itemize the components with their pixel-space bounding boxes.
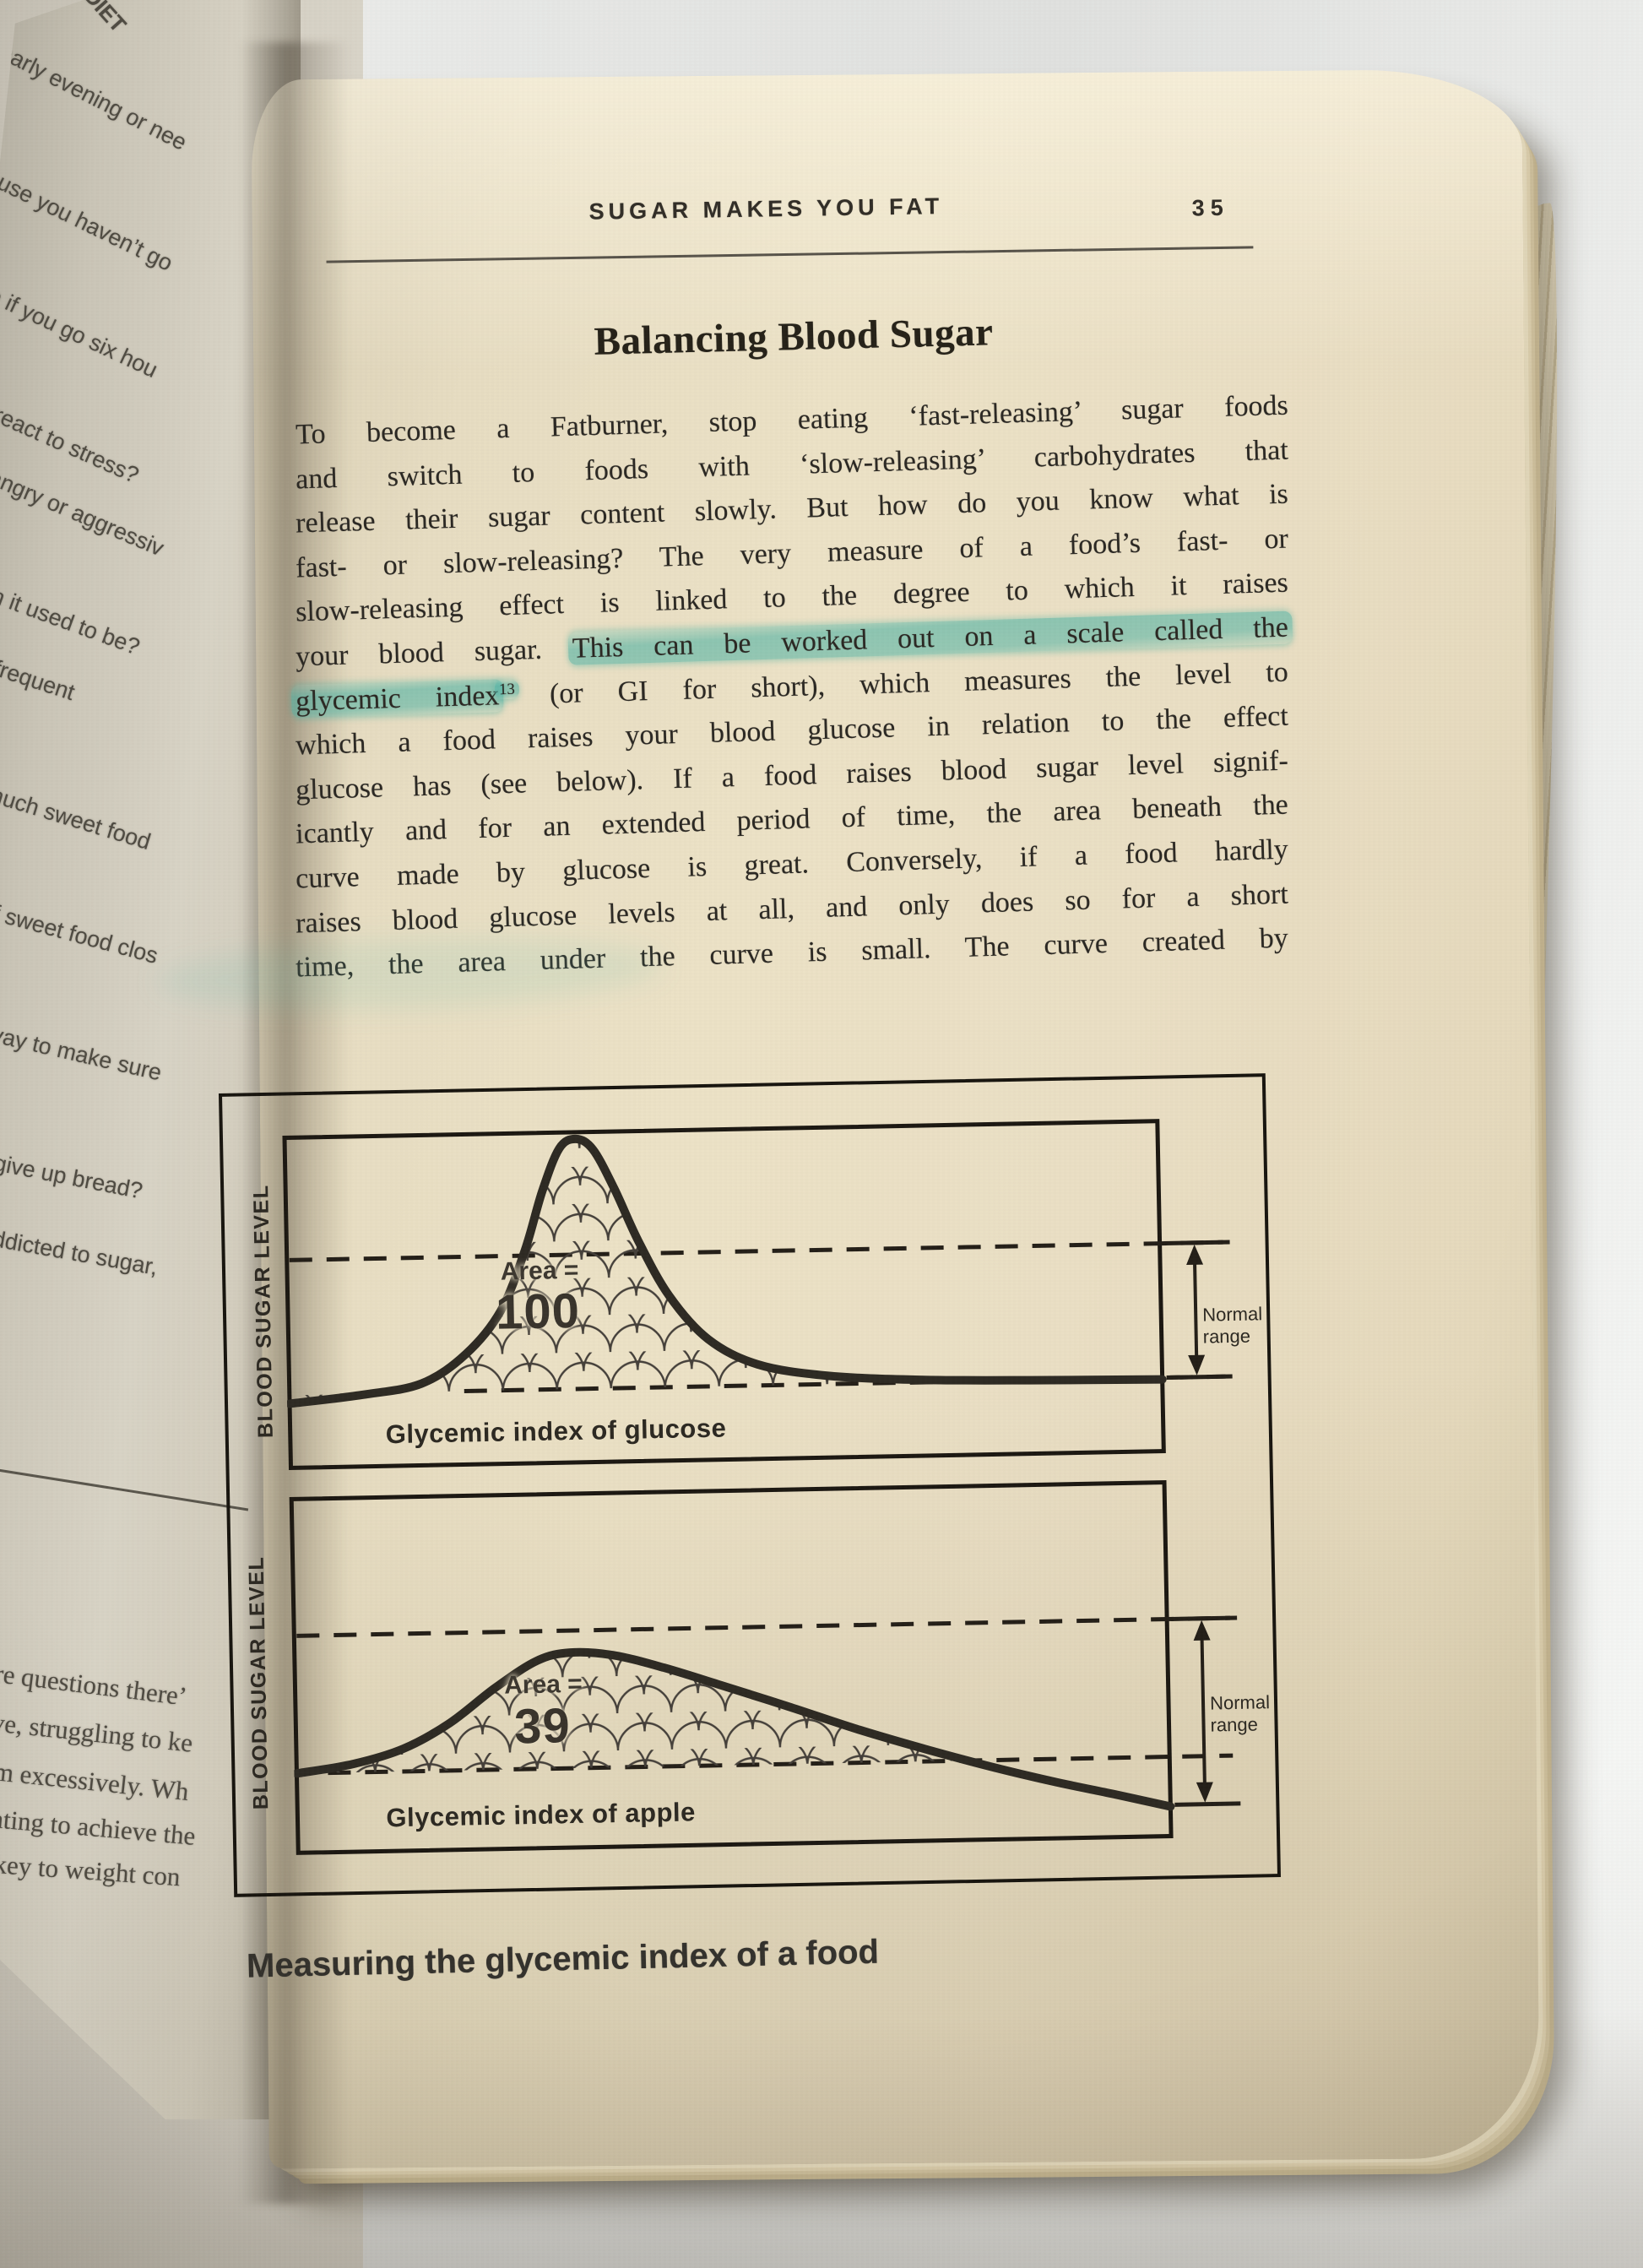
apple-area-fill	[296, 1652, 970, 1774]
highlighted-text: glycemic index	[290, 678, 504, 719]
glucose-chart-frame	[282, 1119, 1166, 1470]
body-text: your blood sugar.	[295, 632, 573, 673]
left-page-corner-label: DIET	[79, 0, 132, 38]
left-page-fragment: vay to make sure	[0, 1022, 165, 1086]
left-page-fragment: early evening or nee	[0, 39, 192, 155]
left-page-fragment: re questions there’	[0, 1658, 189, 1712]
body-paragraph: To become a Fatburner, stop eating ‘fast…	[290, 390, 1293, 984]
apple-chart	[289, 1480, 1241, 1855]
left-page-fragment: ve, struggling to ke	[0, 1707, 195, 1758]
glucose-chart	[282, 1119, 1233, 1470]
apple-normal-upper-dashed-line	[296, 1615, 1231, 1638]
apple-y-axis-label: BLOOD SUGAR LEVEL	[244, 1555, 274, 1810]
arrow-down-icon	[1196, 1782, 1213, 1803]
left-page-fragment: frequent	[0, 655, 79, 706]
page-number: 35	[1191, 194, 1229, 221]
apple-range-arrow	[1200, 1638, 1206, 1784]
left-page-fragment: m excessively. Wh	[0, 1756, 191, 1807]
left-page-fragment: ause you haven’t go	[0, 164, 177, 276]
left-page-fragment: e if you go six hou	[0, 282, 162, 383]
glucose-y-axis-label: BLOOD SUGAR LEVEL	[249, 1184, 278, 1439]
glucose-area-fill	[289, 1138, 1163, 1404]
apple-range-ticks	[1171, 1615, 1241, 1807]
arrow-up-icon	[1186, 1244, 1204, 1266]
arrow-up-icon	[1193, 1620, 1211, 1641]
left-page-fragment: ating to achieve the	[0, 1804, 197, 1851]
arrow-down-icon	[1188, 1354, 1206, 1375]
running-head: SUGAR MAKES YOU FAT	[588, 193, 944, 225]
left-page-rule	[0, 1468, 249, 1511]
glucose-normal-upper-dashed-line	[289, 1240, 1223, 1262]
glucose-range-arrow	[1193, 1262, 1199, 1357]
glucose-normal-range-label: Normal range	[1201, 1303, 1263, 1348]
glucose-area-value: 100	[495, 1283, 581, 1340]
left-page-fragment: angry or aggressiv	[0, 464, 168, 562]
apple-normal-range-label: Normal range	[1209, 1691, 1271, 1736]
left-page-fragment: n it used to be?	[0, 583, 144, 660]
left-page-fragment: give up bread?	[0, 1150, 145, 1204]
apple-x-axis-label: Glycemic index of apple	[386, 1797, 697, 1833]
apple-area-value: 39	[513, 1698, 572, 1755]
apple-chart-frame	[289, 1480, 1174, 1855]
glucose-range-ticks	[1163, 1240, 1233, 1380]
left-page-fragment: f sweet food clos	[0, 900, 161, 969]
apple-curve	[292, 1647, 1175, 1811]
left-page-fragment: ddicted to sugar,	[0, 1226, 160, 1280]
left-page-fragment: nuch sweet food	[0, 782, 155, 855]
glycemic-index-figure: BLOOD SUGAR LEVEL Area = 100 Glycemic in…	[218, 1073, 1282, 1897]
glucose-curve	[285, 1134, 1167, 1408]
left-page-fragment: key to weight con	[0, 1849, 182, 1892]
